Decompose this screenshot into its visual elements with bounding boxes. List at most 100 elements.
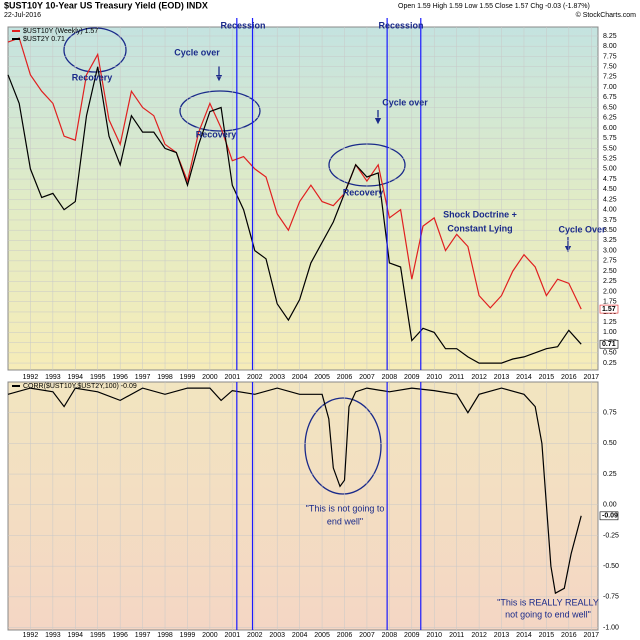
x-tick-label: 2004 [292,632,308,639]
x-tick-label: 1999 [180,374,196,381]
x-tick-label: 2011 [449,374,464,381]
bottom-panel [7,381,599,631]
y-tick-label: 4.75 [603,176,617,183]
x-tick-label: 2005 [314,374,330,381]
y-tick-label: -0.75 [603,594,619,601]
y-tick-label: 6.50 [603,104,617,111]
x-tick-label: 2001 [225,632,241,639]
x-tick-label: 1994 [68,374,84,381]
annotation: Recovery [343,187,384,197]
x-tick-label: 2002 [247,374,263,381]
annotation: Recovery [72,72,113,82]
annotation: Recession [378,20,423,30]
x-tick-label: 1996 [112,374,128,381]
x-tick-label: 2015 [539,632,555,639]
x-tick-label: 1995 [90,374,106,381]
y-tick-label: 8.25 [603,33,617,40]
annotation: Cycle over [382,97,428,107]
ellipse [179,90,261,132]
x-tick-label: 2009 [404,374,420,381]
credit: © StockCharts.com [576,11,637,19]
x-tick-label: 1995 [90,632,106,639]
annotation: Constant Lying [447,223,512,233]
x-tick-label: 1992 [23,632,39,639]
x-tick-label: 2001 [225,374,241,381]
x-tick-label: 2010 [426,632,442,639]
x-tick-label: 2007 [359,632,375,639]
x-tick-label: 1999 [180,632,196,639]
y-tick-label: 2.25 [603,278,617,285]
annotation: Recovery [196,129,237,139]
y-tick-label: -1.00 [603,624,619,631]
annotation: Cycle Over [558,224,606,234]
last-value-box [599,304,619,314]
y-tick-label: 0.25 [603,360,617,367]
legend-label: $UST10Y (Weekly) 1.57 [23,28,98,35]
y-tick-label: 7.25 [603,74,617,81]
x-tick-label: 2013 [494,632,510,639]
y-tick-label: 2.50 [603,268,617,275]
x-tick-label: 2002 [247,632,263,639]
series-line [7,66,582,364]
y-tick-label: 1.75 [603,299,617,306]
y-tick-label: 1.00 [603,329,617,336]
x-tick-label: 2008 [382,632,398,639]
y-tick-label: 5.50 [603,145,617,152]
last-value: 0.71 [602,341,616,348]
y-tick-label: 6.25 [603,115,617,122]
x-tick-label: 2006 [337,374,353,381]
x-tick-label: 2000 [202,374,218,381]
x-tick-label: 1997 [135,374,151,381]
x-tick-label: 2000 [202,632,218,639]
x-tick-label: 2003 [269,632,285,639]
y-tick-label: 6.75 [603,94,617,101]
y-tick-label: 5.25 [603,155,617,162]
y-tick-label: 6.00 [603,125,617,132]
x-tick-label: 2013 [494,374,510,381]
legend-label: $UST2Y 0.71 [23,36,65,43]
ellipse [304,397,382,495]
last-value: -0.09 [602,513,618,520]
y-tick-label: 3.75 [603,217,617,224]
x-tick-label: 2016 [561,374,577,381]
annotation: Recession [220,20,265,30]
legend-label: CORR($UST10Y,$UST2Y,100) -0.09 [23,383,137,390]
y-tick-label: 4.00 [603,207,617,214]
last-value: 1.57 [602,306,616,313]
y-tick-label: 8.00 [603,43,617,50]
series-line [7,37,582,310]
top-panel [7,26,599,371]
x-tick-label: 1993 [45,632,61,639]
x-tick-label: 2006 [337,632,353,639]
chart-date: 22-Jul-2016 [4,12,41,19]
y-tick-label: 4.25 [603,196,617,203]
x-tick-label: 2003 [269,374,285,381]
y-tick-label: 5.75 [603,135,617,142]
annotation: Shock Doctrine + [443,209,517,219]
x-tick-label: 1998 [157,374,173,381]
y-tick-label: 4.50 [603,186,617,193]
annotation: Cycle over [174,47,220,57]
last-value-box [599,339,619,349]
y-tick-label: 2.75 [603,258,617,265]
x-tick-label: 2012 [471,374,487,381]
last-value-box [599,511,619,521]
chart-title: $UST10Y 10-Year US Treasury Yield (EOD) … [4,0,208,10]
x-tick-label: 2004 [292,374,308,381]
x-tick-label: 2015 [539,374,555,381]
annotation: not going to end well" [505,609,591,619]
y-tick-label: 0.50 [603,350,617,357]
x-tick-label: 1996 [112,632,128,639]
x-tick-label: 1994 [68,632,84,639]
y-tick-label: 7.75 [603,53,617,60]
y-tick-label: -0.50 [603,563,619,570]
y-tick-label: 0.25 [603,471,617,478]
y-tick-label: 7.00 [603,84,617,91]
x-tick-label: 2005 [314,632,330,639]
x-tick-label: 2017 [583,632,599,639]
y-tick-label: 2.00 [603,288,617,295]
annotation: "This is REALLY REALLY [497,597,599,607]
x-tick-label: 2017 [583,374,599,381]
